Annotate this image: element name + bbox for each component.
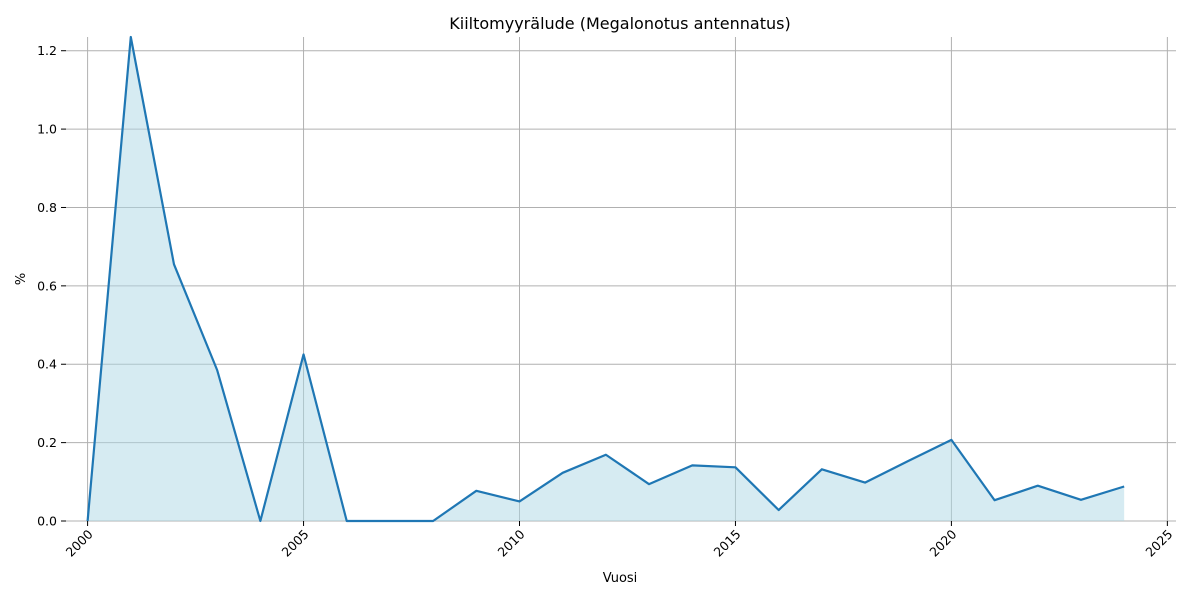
series-line [86, 35, 1125, 523]
x-tick-label: 2010 [495, 526, 528, 559]
x-tick-label: 2000 [63, 526, 96, 559]
y-tick-label: 0.6 [37, 278, 57, 293]
chart-title: Kiiltomyyrälude (Megalonotus antennatus) [449, 14, 790, 33]
x-tick-label: 2025 [1142, 527, 1175, 560]
y-tick-label: 0.0 [37, 514, 57, 529]
x-tick-label: 2005 [279, 527, 312, 560]
x-tick-label: 2015 [710, 527, 743, 560]
area-fill [87, 37, 1125, 521]
x-axis-label: Vuosi [603, 571, 638, 586]
y-tick-label: 1.0 [37, 122, 57, 137]
y-tick-label: 0.2 [37, 435, 57, 450]
y-tick-label: 0.4 [37, 357, 57, 372]
y-axis-label: % [14, 273, 29, 285]
y-tick-label: 0.8 [37, 200, 57, 215]
x-tick-label: 2020 [926, 526, 959, 559]
y-tick-label: 1.2 [37, 43, 57, 58]
